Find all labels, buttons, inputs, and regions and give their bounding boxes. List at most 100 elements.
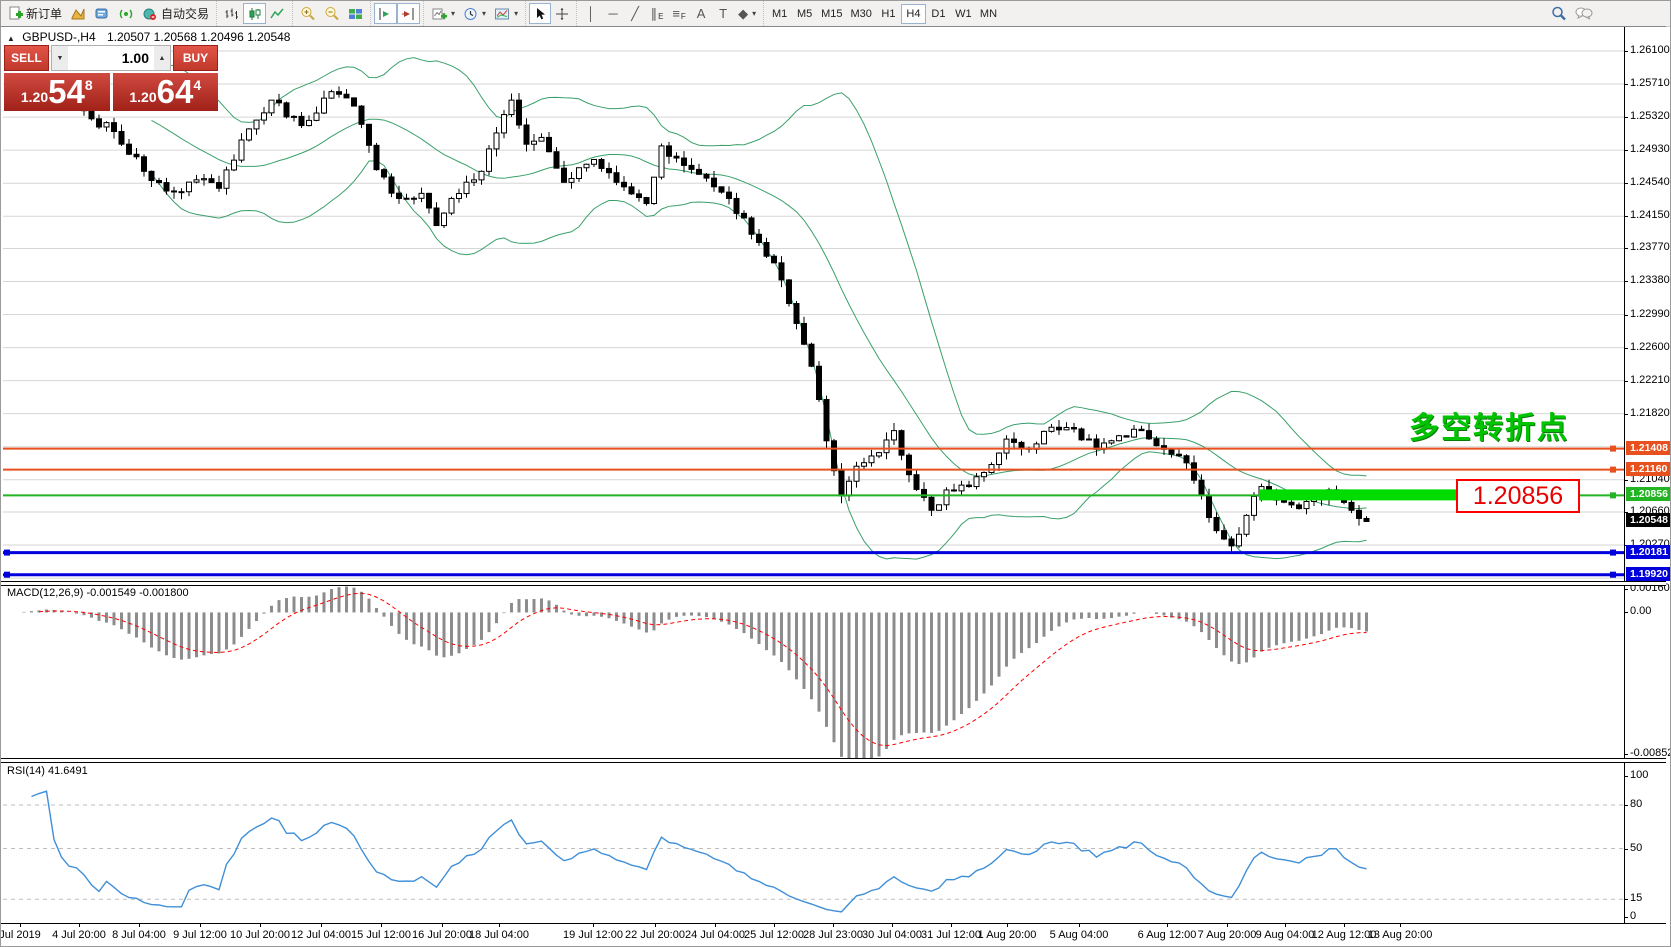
time-tick-label: 10 Jul 20:00 — [230, 929, 290, 941]
buy-button[interactable]: BUY — [173, 45, 218, 71]
chart-shift-button[interactable] — [374, 3, 398, 24]
search-icon — [1552, 6, 1566, 21]
buy-price-display[interactable]: 1.20 64 4 — [112, 73, 218, 111]
new-order-icon — [9, 6, 23, 20]
chart-top-border — [1, 26, 1666, 27]
hline-price-chip[interactable]: 1.20856 — [1626, 487, 1670, 502]
chat-button[interactable] — [1571, 3, 1597, 24]
timeframe-button-m5[interactable]: M5 — [792, 4, 817, 24]
price-tick-label: 1.24540 — [1630, 176, 1670, 189]
pane-separator-macd[interactable] — [1, 581, 1666, 586]
trendline-tool[interactable]: ╱ — [624, 3, 646, 24]
macd-indicator-label: MACD(12,26,9) -0.001549 -0.001800 — [7, 587, 189, 599]
bar-chart-button[interactable] — [220, 3, 243, 24]
tile-windows-button[interactable] — [344, 3, 367, 24]
timeframe-button-d1[interactable]: D1 — [926, 4, 951, 24]
text-tool[interactable]: A — [690, 3, 712, 24]
new-order-button[interactable]: 新订单 — [4, 3, 66, 24]
sell-price-prefix: 1.20 — [20, 89, 49, 105]
zoom-in-button[interactable] — [296, 3, 320, 24]
time-tick-label: 7 Aug 20:00 — [1197, 929, 1257, 941]
time-tick-label: 18 Jul 04:00 — [469, 929, 529, 941]
channel-tool[interactable]: ∥ E — [646, 3, 668, 24]
panel-collapse-arrow[interactable]: ▲ — [7, 34, 15, 43]
indicators-button[interactable]: ▾ — [427, 3, 459, 24]
arrows-dropdown-arrow[interactable]: ▾ — [752, 9, 757, 18]
search-button[interactable] — [1547, 3, 1571, 24]
volume-increase-button[interactable]: ▲ — [154, 46, 170, 70]
time-tick-label: 22 Jul 20:00 — [625, 929, 685, 941]
time-tick-label: 6 Aug 12:00 — [1137, 929, 1197, 941]
axis-tick-mark — [1624, 281, 1628, 283]
tile-windows-icon — [349, 8, 363, 19]
templates-dropdown-arrow[interactable]: ▾ — [514, 9, 519, 18]
timeframe-button-w1[interactable]: W1 — [951, 4, 976, 24]
timeframe-button-m15[interactable]: M15 — [817, 4, 846, 24]
price-tick-label: 1.22990 — [1630, 307, 1670, 320]
fibonacci-icon: ≡ — [672, 6, 680, 21]
axis-tick-mark — [1624, 380, 1628, 382]
toolbar-group-scroll — [370, 1, 423, 26]
periods-dropdown-arrow[interactable]: ▾ — [482, 9, 487, 18]
indicators-icon — [432, 8, 448, 19]
signals-button[interactable] — [114, 3, 138, 24]
fibonacci-tool[interactable]: ≡ F — [668, 3, 690, 24]
cursor-arrow-icon — [536, 7, 545, 19]
cursor-button[interactable] — [529, 3, 552, 24]
text-label-icon: T — [719, 6, 728, 21]
time-tick-mark — [1285, 923, 1286, 927]
time-tick-label: 1 Aug 20:00 — [977, 929, 1037, 941]
profiles-button[interactable] — [66, 3, 90, 24]
hline-price-chip[interactable]: 1.21160 — [1626, 461, 1670, 476]
pane-separator-rsi[interactable] — [1, 758, 1666, 763]
time-axis-border — [1, 923, 1666, 924]
vertical-line-tool[interactable]: │ — [580, 3, 602, 24]
time-tick-label: 15 Jul 12:00 — [351, 929, 411, 941]
auto-scroll-button[interactable] — [397, 3, 421, 24]
hline-price-chip[interactable]: 1.21408 — [1626, 440, 1670, 455]
sell-price-main: 54 — [48, 73, 85, 110]
price-callout-box[interactable]: 1.20856 — [1456, 479, 1580, 513]
time-tick-mark — [139, 923, 140, 927]
crosshair-button[interactable] — [551, 3, 573, 24]
timeframe-button-m1[interactable]: M1 — [767, 4, 792, 24]
hline-price-chip[interactable]: 1.19920 — [1626, 566, 1670, 581]
auto-trading-button[interactable]: 自动交易 — [138, 3, 213, 24]
candlestick-chart-button[interactable] — [243, 3, 267, 24]
market-watch-icon — [95, 8, 108, 18]
market-watch-button[interactable] — [90, 3, 114, 24]
time-tick-label: Jul 2019 — [0, 929, 41, 941]
chart-symbol-period: GBPUSD-,H4 — [22, 30, 96, 44]
time-tick-mark — [200, 923, 201, 927]
profiles-icon — [71, 8, 85, 19]
hline-price-chip[interactable]: 1.20181 — [1626, 544, 1670, 559]
zoom-out-button[interactable] — [320, 3, 344, 24]
sell-price-display[interactable]: 1.20 54 8 — [4, 73, 110, 111]
sell-button[interactable]: SELL — [4, 45, 49, 71]
timeframe-button-h4[interactable]: H4 — [900, 3, 926, 24]
arrows-tool[interactable]: ◆ ▾ — [734, 3, 760, 24]
line-chart-button[interactable] — [266, 3, 289, 24]
horizontal-line-tool[interactable]: ─ — [602, 3, 624, 24]
timeframe-button-mn[interactable]: MN — [976, 4, 1001, 24]
toolbar-group-chart-type — [216, 1, 292, 26]
axis-tick-mark — [1624, 589, 1628, 590]
volume-input[interactable]: 1.00 — [121, 50, 149, 66]
auto-trading-icon — [143, 8, 157, 20]
volume-decrease-button[interactable]: ▼ — [52, 46, 68, 70]
periods-button[interactable]: ▾ — [459, 3, 490, 24]
templates-button[interactable]: ▾ — [490, 3, 522, 24]
timeframe-button-h1[interactable]: H1 — [876, 4, 901, 24]
price-tick-label: 1.22210 — [1630, 373, 1670, 386]
indicators-dropdown-arrow[interactable]: ▾ — [451, 9, 456, 18]
price-tick-label: 1.21820 — [1630, 406, 1670, 419]
buy-price-prefix: 1.20 — [129, 89, 157, 105]
text-label-tool[interactable]: T — [712, 3, 734, 24]
line-chart-icon — [270, 8, 284, 18]
axis-tick-mark — [1624, 347, 1628, 349]
turning-point-annotation[interactable]: 多空转折点 — [1409, 412, 1569, 445]
timeframe-button-m30[interactable]: M30 — [847, 4, 876, 24]
time-tick-mark — [1079, 923, 1080, 927]
axis-tick-mark — [1624, 183, 1628, 185]
